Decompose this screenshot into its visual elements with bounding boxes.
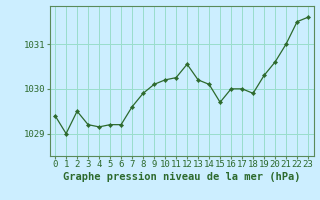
X-axis label: Graphe pression niveau de la mer (hPa): Graphe pression niveau de la mer (hPa) [63,172,300,182]
